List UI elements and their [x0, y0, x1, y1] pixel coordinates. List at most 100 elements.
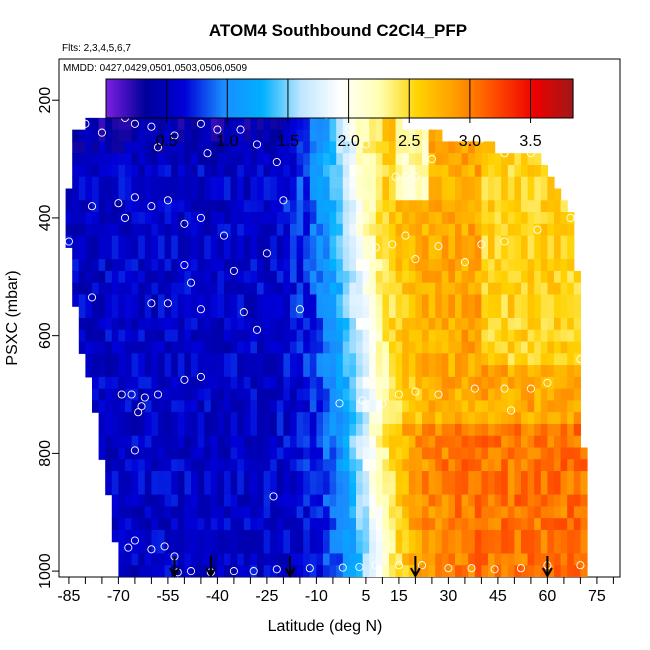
heatmap-cell [303, 341, 311, 354]
heatmap-cell [290, 553, 298, 566]
heatmap-cell [441, 212, 449, 225]
heatmap-cell [375, 553, 383, 566]
heatmap-cell [230, 435, 238, 449]
heatmap-cell [217, 306, 225, 319]
heatmap-cell [257, 141, 265, 154]
heatmap-cell [408, 553, 416, 566]
heatmap-cell [237, 176, 245, 190]
sample-point [262, 249, 271, 258]
heatmap-cell [362, 153, 370, 166]
heatmap-cell [455, 518, 463, 531]
heatmap-cell [243, 518, 251, 531]
heatmap-cell [395, 341, 403, 354]
heatmap-cell [164, 482, 172, 496]
heatmap-cell [237, 459, 245, 472]
heatmap-cell [276, 447, 284, 460]
heatmap-cell [92, 212, 100, 225]
heatmap-cell [270, 223, 278, 237]
heatmap-cell [283, 129, 291, 143]
sample-point [229, 266, 238, 275]
heatmap-cell [560, 200, 568, 213]
heatmap-cell [540, 188, 548, 201]
heatmap-cell [507, 223, 515, 237]
heatmap-cell [184, 553, 192, 566]
heatmap-cell [217, 294, 225, 307]
heatmap-cell [283, 200, 291, 213]
heatmap-cell [507, 423, 515, 437]
colorbar-swatch [409, 79, 413, 118]
heatmap-cell [402, 459, 410, 472]
heatmap-cell [461, 447, 469, 460]
heatmap-cell [501, 318, 509, 331]
heatmap-cell [138, 200, 146, 213]
heatmap-cell [98, 188, 106, 201]
heatmap-cell [171, 141, 179, 154]
heatmap-cell [237, 270, 245, 284]
colorbar-swatch [325, 79, 329, 118]
colorbar-swatch [278, 79, 282, 118]
heatmap-cell [250, 282, 258, 296]
heatmap-cell [336, 223, 344, 237]
heatmap-cell [224, 565, 232, 577]
heatmap-cell [402, 506, 410, 519]
heatmap-cell [164, 247, 172, 260]
heatmap-cell [468, 388, 476, 402]
heatmap-cell [448, 270, 456, 284]
heatmap-cell [290, 117, 298, 131]
x-tick-label: 15 [390, 588, 408, 605]
heatmap-cell [507, 306, 515, 319]
heatmap-cell [105, 117, 113, 131]
heatmap-cell [415, 529, 423, 543]
flight-arrow [169, 556, 180, 579]
heatmap-cell [111, 212, 119, 225]
heatmap-cell [422, 259, 430, 272]
heatmap-cell [567, 529, 575, 543]
heatmap-cell [111, 129, 119, 143]
heatmap-cell [395, 423, 403, 437]
colorbar-swatch [437, 79, 441, 118]
colorbar-swatch [304, 79, 308, 118]
heatmap-cell [494, 435, 502, 449]
heatmap-cell [507, 353, 515, 366]
heatmap-cell [250, 235, 258, 248]
heatmap-cell [448, 306, 456, 319]
heatmap-cell [303, 129, 311, 143]
sample-point [507, 406, 516, 415]
heatmap-cell [171, 471, 179, 484]
heatmap-cell [296, 259, 304, 272]
subtitle-flights: Flts: 2,3,4,5,6,7 [62, 43, 131, 54]
colorbar-swatch [435, 79, 439, 118]
heatmap-cell [349, 282, 357, 296]
heatmap-cell [78, 188, 86, 201]
heatmap-cell [283, 494, 291, 507]
heatmap-cell [276, 494, 284, 507]
heatmap-cell [144, 376, 152, 390]
colorbar-swatch [505, 79, 509, 118]
heatmap-cell [250, 553, 258, 566]
heatmap-cell [111, 494, 119, 507]
heatmap-cell [389, 353, 397, 366]
heatmap-cell [111, 188, 119, 201]
colorbar-swatch [516, 79, 520, 118]
heatmap-cell [554, 282, 562, 296]
heatmap-cell [111, 270, 119, 284]
heatmap-cell [560, 541, 568, 555]
heatmap-cell [224, 388, 232, 402]
heatmap-cell [527, 459, 535, 472]
heatmap-cell [151, 553, 159, 566]
heatmap-cell [540, 423, 548, 437]
heatmap-cell [184, 235, 192, 248]
heatmap-cell [494, 529, 502, 543]
heatmap-cell [455, 329, 463, 343]
colorbar-tick-label: 3.5 [519, 133, 541, 150]
heatmap-cell [441, 306, 449, 319]
heatmap-cell [356, 435, 364, 449]
heatmap-cell [105, 471, 113, 484]
heatmap-cell [263, 506, 271, 519]
heatmap-cell [210, 164, 218, 178]
colorbar-swatch [108, 79, 112, 118]
heatmap-cell [375, 247, 383, 260]
heatmap-cell [210, 329, 218, 343]
heatmap-cell [125, 365, 133, 378]
